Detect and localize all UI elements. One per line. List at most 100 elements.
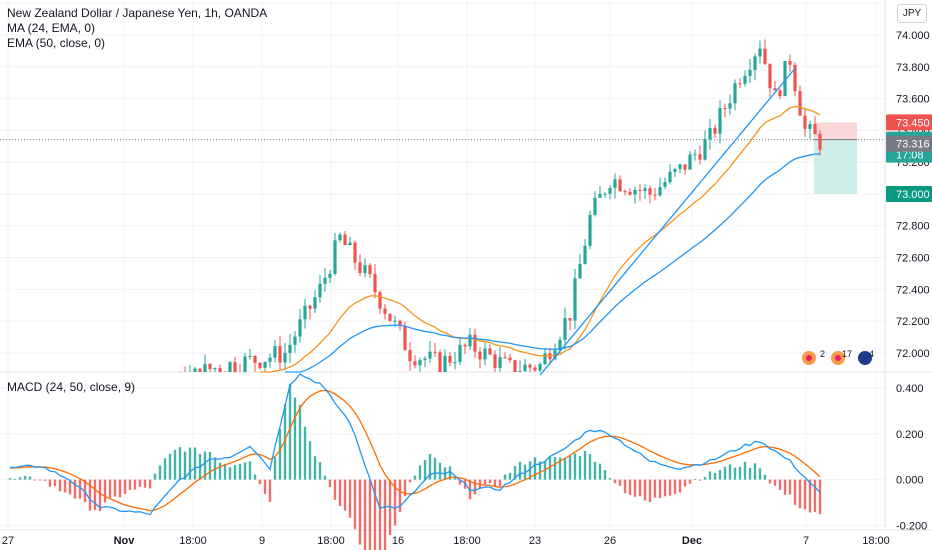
macd-histogram-bar [673, 479, 677, 495]
candle-body [203, 363, 207, 372]
axes: 72.00072.20072.40072.60072.80073.00073.2… [2, 30, 930, 547]
macd-histogram-bar [633, 479, 637, 497]
macd-histogram-bar [458, 479, 462, 485]
macd-histogram-bar [268, 479, 272, 502]
macd-histogram-bar [403, 479, 407, 497]
macd-histogram-bar [533, 457, 537, 480]
ema-50-line [285, 153, 821, 373]
macd-histogram-bar [283, 404, 287, 480]
position-zones[interactable] [0, 122, 885, 194]
macd-histogram-bar [563, 457, 567, 480]
candle-body [518, 371, 522, 373]
candle-body [613, 179, 617, 188]
earnings-icon[interactable] [800, 349, 818, 367]
candle-body [333, 240, 337, 274]
candle-body [313, 297, 317, 309]
ma-24-line [260, 105, 821, 373]
macd-histogram-bar [708, 471, 712, 480]
candle-body [403, 326, 407, 351]
macd-histogram-bar [773, 479, 777, 486]
candle-body [413, 361, 417, 366]
macd-histogram-bar [388, 479, 392, 535]
candle-body [693, 154, 697, 156]
macd-histogram-bar [353, 479, 357, 530]
macd-histogram-bar [328, 479, 332, 488]
macd-histogram-bar [473, 479, 477, 495]
candle-body [198, 368, 202, 372]
macd-histogram-bar [618, 479, 622, 486]
macd-histogram-bar [788, 479, 792, 495]
candle-body [738, 83, 742, 85]
candle-body [628, 191, 632, 195]
macd-histogram-bar [758, 468, 762, 480]
macd-histogram-bar [43, 479, 47, 481]
legend-ma[interactable]: MA (24, EMA, 0) [7, 21, 96, 35]
macd-histogram-bar [323, 475, 327, 480]
macd-histogram-bar [768, 479, 772, 484]
macd-histogram-bar [48, 479, 52, 487]
macd-histogram-bar [453, 476, 457, 480]
macd-histogram-bar [703, 477, 707, 480]
macd-histogram-bar [813, 479, 817, 513]
macd-histogram-bar [683, 479, 687, 487]
macd-histogram-bar [803, 479, 807, 510]
candle-body [543, 353, 547, 365]
dividend-icon[interactable] [829, 349, 847, 367]
macd-histogram-bar [723, 466, 727, 480]
price-tick-label: 74.000 [896, 30, 930, 42]
price-badge [886, 114, 932, 131]
macd-histogram-bar [373, 479, 377, 550]
macd-histogram-bar [628, 479, 632, 496]
macd-histogram-bar [438, 462, 442, 480]
macd-histogram-bar [413, 475, 417, 480]
candle-body [798, 91, 802, 116]
macd-histogram-bar [538, 461, 542, 480]
macd-histogram-bar [148, 479, 152, 489]
macd-histogram-bar [568, 455, 572, 480]
news-flag-icon[interactable] [856, 349, 874, 367]
candle-body [508, 357, 512, 361]
macd-histogram-bar [233, 465, 237, 480]
stop-loss-zone [814, 122, 857, 140]
price-tick-label: 73.800 [896, 62, 930, 74]
macd-histogram-bar [613, 479, 617, 484]
macd-histogram-bar [598, 463, 602, 480]
macd-histogram-bar [398, 479, 402, 512]
currency-button[interactable]: JPY [897, 4, 927, 23]
macd-histogram-bar [93, 479, 97, 510]
macd-histogram-bar [763, 474, 767, 480]
macd-histogram-bar [483, 479, 487, 485]
legend-ema[interactable]: EMA (50, close, 0) [7, 36, 106, 50]
macd-histogram-bar [68, 479, 72, 495]
candle-body [478, 351, 482, 360]
macd-histogram-bar [623, 479, 627, 494]
candle-body [653, 194, 657, 196]
legend-macd[interactable]: MACD (24, 50, close, 9) [7, 380, 136, 394]
candle-body [443, 355, 447, 372]
price-badge-label: 73.450 [896, 117, 930, 129]
candle-body [373, 274, 377, 293]
candle-body [363, 265, 367, 274]
candle-body [338, 234, 342, 241]
macd-histogram-bar [158, 465, 162, 480]
macd-histogram-bar [603, 470, 607, 480]
macd-histogram-bar [688, 479, 692, 484]
macd-histogram-bar [223, 464, 227, 480]
macd-histogram-bar [98, 479, 102, 512]
candle-body [728, 103, 732, 109]
macd-histogram-bar [793, 479, 797, 505]
candle-body [523, 364, 527, 372]
macd-histogram-bar [733, 467, 737, 480]
macd-histogram-bar [553, 457, 557, 480]
legend-symbol[interactable]: New Zealand Dollar / Japanese Yen, 1h, O… [7, 6, 268, 20]
candle-body [578, 263, 582, 279]
candle-body [468, 334, 472, 347]
candle-body [753, 56, 757, 70]
candle-body [288, 344, 292, 353]
price-badge [886, 135, 932, 152]
candle-body [708, 127, 712, 140]
macd-histogram-bar [143, 479, 147, 488]
macd-histogram-bar [448, 466, 452, 480]
